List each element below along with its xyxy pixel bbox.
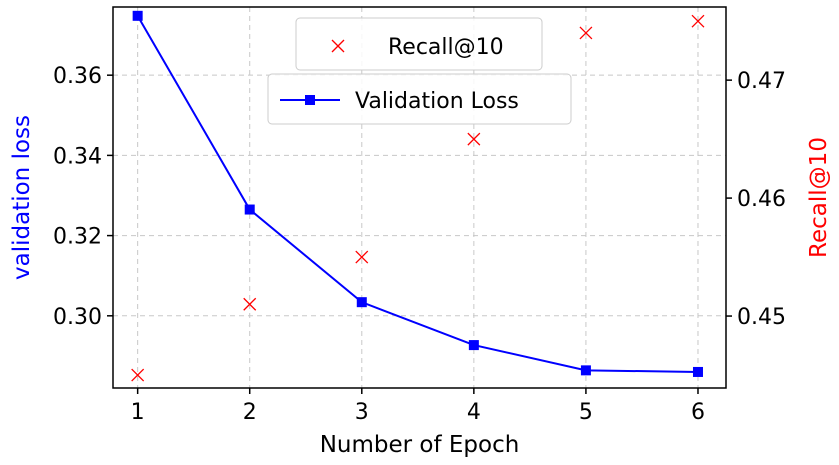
recall-series [131,14,705,382]
x-tick-label: 6 [691,400,705,425]
validation-loss-point [244,204,255,215]
x-stroke [579,26,593,40]
legend-loss-marker [280,95,340,105]
validation-loss-point [580,365,591,376]
x-tick-label: 3 [355,400,369,425]
x-tick-label: 5 [579,400,593,425]
x-stroke [355,250,369,264]
validation-loss-point [132,10,143,21]
left-tick-label: 0.34 [53,144,102,169]
validation-loss-point [692,366,703,377]
left-tick-label: 0.32 [53,225,102,250]
x-tick-label: 2 [243,400,257,425]
left-axis-title: validation loss [9,115,35,280]
legend-recall-x [331,39,345,53]
validation-loss-line [136,15,698,373]
recall-point [467,132,481,146]
legend-loss-label: Validation Loss [355,89,519,114]
x-stroke [331,39,345,53]
legend-recall-label: Recall@10 [388,35,504,60]
recall-point [243,297,257,311]
validation-loss-series [132,10,703,377]
validation-loss-point [468,340,479,351]
x-tick-label: 4 [467,400,481,425]
legend-loss-square [305,95,315,105]
x-axis-title: Number of Epoch [320,432,520,458]
validation-loss-point [356,297,367,308]
right-tick-label: 0.45 [737,305,786,330]
plot-frame [112,6,727,389]
left-tick-label: 0.36 [53,64,102,89]
legend-recall: Recall@10 [295,17,543,71]
legend-recall-marker [331,39,345,53]
legend-loss: Validation Loss [267,73,572,125]
recall-point [355,250,369,264]
x-stroke [131,368,145,382]
right-tick-label: 0.47 [737,69,786,94]
x-stroke [467,132,481,146]
left-tick-label: 0.30 [53,305,102,330]
recall-point [691,14,705,28]
x-tick-label: 1 [131,400,145,425]
left-axis-ticks: 0.30 0.32 0.34 0.36 [53,64,113,330]
legend-recall-box [295,17,543,71]
x-axis-ticks: 1 2 3 4 5 6 [131,388,705,425]
recall-point [579,26,593,40]
x-stroke [243,297,257,311]
right-axis-title: Recall@10 [806,137,832,258]
x-stroke [691,14,705,28]
recall-point [131,368,145,382]
right-axis-ticks: 0.45 0.46 0.47 [726,69,786,330]
right-tick-label: 0.46 [737,187,786,212]
legend-loss-box [267,73,572,125]
